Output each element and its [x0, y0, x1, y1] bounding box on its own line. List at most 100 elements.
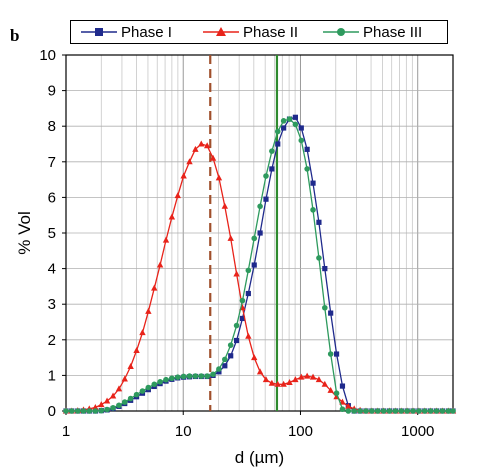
legend-label-phase-i: Phase I — [121, 23, 172, 41]
point-phase-ii — [115, 385, 123, 392]
x-tick-label: 1 — [62, 423, 70, 440]
point-phase-iii — [210, 371, 216, 378]
y-tick-label: 7 — [48, 154, 56, 171]
point-phase-iii — [450, 408, 456, 414]
legend-swatch-phase-iii — [323, 28, 359, 36]
point-phase-ii — [156, 261, 164, 268]
point-phase-iii — [198, 373, 205, 379]
point-phase-i — [316, 219, 322, 225]
point-phase-iii — [233, 322, 240, 329]
y-tick-label: 4 — [48, 261, 56, 278]
point-phase-iii — [80, 408, 87, 414]
point-phase-iii — [186, 373, 193, 379]
point-phase-iii — [133, 391, 140, 398]
point-phase-ii — [127, 363, 134, 369]
point-phase-i — [304, 146, 310, 152]
point-phase-ii — [92, 403, 99, 410]
point-phase-iii — [357, 408, 363, 414]
point-phase-i — [339, 383, 346, 389]
point-phase-ii — [133, 346, 140, 353]
point-phase-iii — [145, 384, 152, 391]
point-phase-ii — [139, 329, 146, 336]
point-phase-iii — [116, 402, 122, 409]
point-phase-ii — [268, 379, 276, 386]
point-phase-ii — [168, 213, 176, 220]
point-phase-ii — [103, 397, 111, 404]
point-phase-ii — [215, 174, 223, 181]
x-tick-label: 100 — [288, 423, 313, 440]
point-phase-i — [216, 369, 222, 375]
point-phase-iii — [333, 390, 340, 397]
point-phase-iii — [121, 399, 128, 405]
point-phase-iii — [392, 408, 399, 414]
point-phase-i — [263, 196, 269, 202]
y-axis-label: % Vol — [15, 211, 34, 254]
point-phase-iii — [63, 408, 69, 414]
series-line-phase-iii — [66, 118, 453, 412]
point-phase-iii — [86, 408, 93, 414]
point-phase-ii — [286, 379, 293, 386]
x-axis-label: d (µm) — [235, 448, 284, 467]
y-tick-label: 0 — [48, 403, 56, 420]
y-tick-label: 8 — [48, 118, 56, 135]
point-phase-iii — [139, 388, 146, 394]
legend-swatch-phase-ii — [203, 27, 239, 36]
point-phase-i — [292, 114, 298, 120]
point-phase-ii — [145, 307, 152, 314]
legend-item-phase-iii: Phase III — [323, 21, 422, 43]
point-phase-ii — [274, 380, 281, 387]
point-phase-ii — [227, 234, 234, 241]
point-phase-iii — [416, 408, 422, 414]
point-phase-iii — [239, 297, 246, 304]
legend-item-phase-i: Phase I — [81, 21, 172, 43]
point-phase-iii — [127, 395, 134, 402]
y-tick-label: 5 — [48, 225, 56, 242]
point-phase-iii — [257, 203, 263, 210]
panel-label: b — [10, 26, 20, 45]
point-phase-iii — [104, 406, 110, 413]
point-phase-iii — [439, 408, 446, 414]
point-phase-ii — [262, 376, 270, 383]
point-phase-iii — [110, 404, 116, 411]
point-phase-ii — [162, 236, 170, 243]
point-phase-iii — [157, 379, 163, 385]
point-phase-ii — [180, 172, 187, 179]
point-phase-iii — [204, 373, 210, 379]
point-phase-ii — [315, 376, 323, 383]
legend-item-phase-ii: Phase II — [203, 21, 298, 43]
point-phase-ii — [209, 154, 217, 161]
y-tick-label: 1 — [48, 367, 56, 384]
point-phase-iii — [274, 128, 281, 135]
point-phase-i — [228, 353, 234, 359]
point-phase-ii — [292, 376, 299, 383]
y-tick-label: 10 — [39, 47, 56, 64]
point-phase-i — [257, 230, 263, 236]
point-phase-iii — [251, 235, 258, 242]
point-phase-i — [269, 166, 275, 172]
point-phase-ii — [151, 284, 158, 291]
point-phase-iii — [269, 148, 275, 154]
point-phase-iii — [292, 121, 299, 128]
point-phase-ii — [174, 192, 181, 199]
point-phase-i — [328, 310, 334, 316]
point-phase-iii — [92, 408, 99, 414]
point-phase-iii — [163, 376, 169, 383]
legend-label-phase-ii: Phase II — [243, 23, 299, 41]
point-phase-iii — [404, 408, 410, 414]
point-phase-iii — [304, 166, 310, 172]
point-phase-ii — [186, 158, 193, 165]
point-phase-iii — [386, 408, 393, 414]
point-phase-ii — [321, 380, 329, 387]
point-phase-iii — [363, 408, 369, 414]
point-phase-iii — [151, 381, 158, 388]
point-phase-i — [281, 125, 287, 131]
point-phase-iii — [169, 375, 175, 382]
x-tick-label: 1000 — [401, 423, 434, 440]
point-phase-iii — [433, 408, 440, 414]
point-phase-i — [310, 180, 316, 186]
point-phase-ii — [121, 375, 128, 382]
point-phase-i — [222, 363, 228, 369]
point-phase-iii — [374, 408, 381, 414]
chart-legend: Phase I Phase II Phase III — [70, 20, 448, 44]
